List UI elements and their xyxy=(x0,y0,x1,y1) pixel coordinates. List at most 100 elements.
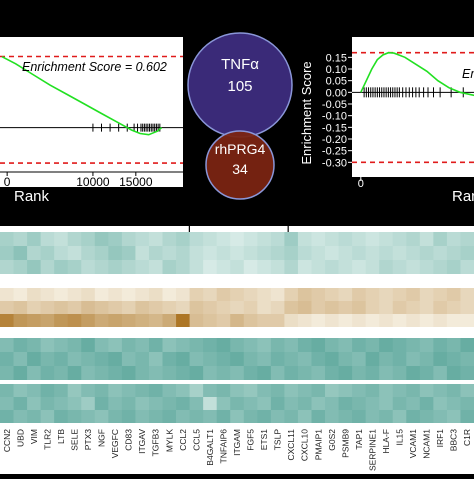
heatmap-cell-b3-r1-c2 xyxy=(27,397,42,410)
heatmap-cell-b1-r2-c20 xyxy=(270,314,285,327)
heatmap-cell-b1-r0-c17 xyxy=(230,288,245,301)
heatmap-gene-label-31: NCAM1 xyxy=(422,429,432,459)
gsea-right-panel: Enrichment Score 0.15 0.10 0.05 0.00 -0.05 -0.… xyxy=(297,37,474,187)
gsea-left-curve xyxy=(1,55,163,136)
heatmap-cell-b1-r1-c22 xyxy=(297,301,312,314)
heatmap-cell-b2-r2-c27 xyxy=(365,366,380,380)
heatmap-cell-b2-r0-c26 xyxy=(352,338,367,352)
heatmap-cell-b1-r0-c22 xyxy=(297,288,312,301)
heatmap-cell-b2-r0-c5 xyxy=(67,338,82,352)
heatmap-cell-b0-r0-c29 xyxy=(392,232,407,246)
heatmap-cell-b2-r0-c27 xyxy=(365,338,380,352)
heatmap-cell-b3-r1-c7 xyxy=(94,397,109,410)
heatmap-cell-b3-r0-c9 xyxy=(121,384,136,397)
heatmap-cell-b2-r1-c20 xyxy=(270,352,285,366)
heatmap-cell-b2-r0-c9 xyxy=(121,338,136,352)
heatmap-cell-b0-r1-c29 xyxy=(392,246,407,260)
heatmap-cell-b0-r0-c2 xyxy=(27,232,42,246)
heatmap-cell-b0-r2-c7 xyxy=(94,260,109,274)
heatmap-cell-b1-r0-c28 xyxy=(379,288,394,301)
heatmap-cell-b3-r2-c16 xyxy=(216,410,231,423)
venn-circle-rhprg4 xyxy=(205,130,275,200)
heatmap-cell-b3-r1-c9 xyxy=(121,397,136,410)
heatmap-cell-b1-r1-c33 xyxy=(446,301,461,314)
heatmap-gene-label-12: MYLK xyxy=(164,429,174,452)
heatmap-cell-b3-r2-c13 xyxy=(176,410,190,423)
heatmap-cell-b2-r1-c6 xyxy=(81,352,96,366)
heatmap-gene-label-20: TSLP xyxy=(273,429,283,451)
heatmap-cell-b3-r2-c27 xyxy=(365,410,380,423)
heatmap-cell-b1-r0-c13 xyxy=(176,288,190,301)
heatmap-gene-label-16: TNFAIP6 xyxy=(219,429,229,464)
heatmap-cell-b2-r2-c16 xyxy=(216,366,231,380)
heatmap-cell-b1-r0-c14 xyxy=(189,288,204,301)
heatmap-cell-b1-r0-c1 xyxy=(13,288,28,301)
heatmap-cell-b2-r0-c28 xyxy=(379,338,394,352)
heatmap-gene-label-28: HLA-F xyxy=(381,429,391,454)
heatmap-cell-b0-r1-c10 xyxy=(135,246,150,260)
heatmap-cell-b1-r1-c15 xyxy=(203,301,218,314)
heatmap-cell-b2-r1-c1 xyxy=(13,352,28,366)
heatmap-cell-b0-r1-c19 xyxy=(257,246,272,260)
heatmap-cell-b3-r1-c28 xyxy=(379,397,394,410)
heatmap-cell-b3-r2-c22 xyxy=(297,410,312,423)
heatmap-cell-b0-r0-c4 xyxy=(54,232,69,246)
heatmap-cell-b3-r0-c23 xyxy=(311,384,326,397)
heatmap-cell-b3-r2-c32 xyxy=(433,410,448,423)
heatmap-cell-b3-r0-c5 xyxy=(67,384,82,397)
heatmap-cell-b1-r0-c7 xyxy=(94,288,109,301)
heatmap-cell-b3-r1-c32 xyxy=(433,397,448,410)
heatmap-cell-b3-r2-c20 xyxy=(270,410,285,423)
heatmap-cell-b3-r0-c27 xyxy=(365,384,380,397)
heatmap-cell-b2-r1-c0 xyxy=(0,352,14,366)
heatmap-cell-b0-r0-c33 xyxy=(446,232,461,246)
heatmap-cell-b2-r1-c3 xyxy=(40,352,55,366)
heatmap-cell-b2-r2-c25 xyxy=(338,366,353,380)
heatmap-cell-b0-r1-c13 xyxy=(176,246,190,260)
heatmap-cell-b3-r2-c34 xyxy=(460,410,474,423)
heatmap-cell-b0-r2-c0 xyxy=(0,260,14,274)
heatmap-cell-b1-r1-c16 xyxy=(216,301,231,314)
heatmap-cell-b0-r2-c2 xyxy=(27,260,42,274)
heatmap-cell-b3-r1-c5 xyxy=(67,397,82,410)
heatmap-gene-label-29: IL15 xyxy=(395,429,405,446)
heatmap-cell-b1-r0-c5 xyxy=(67,288,82,301)
heatmap-cell-b0-r2-c22 xyxy=(297,260,312,274)
heatmap-cell-b3-r1-c3 xyxy=(40,397,55,410)
heatmap-cell-b2-r1-c10 xyxy=(135,352,150,366)
heatmap-cell-b0-r0-c16 xyxy=(216,232,231,246)
heatmap-cell-b2-r2-c23 xyxy=(311,366,326,380)
heatmap-gene-label-24: G0S2 xyxy=(327,429,337,451)
heatmap-cell-b0-r2-c1 xyxy=(13,260,28,274)
heatmap-cell-b2-r2-c21 xyxy=(284,366,299,380)
heatmap-cell-b1-r1-c10 xyxy=(135,301,150,314)
heatmap-cell-b2-r2-c17 xyxy=(230,366,245,380)
heatmap-cell-b3-r1-c13 xyxy=(176,397,190,410)
heatmap-cell-b3-r2-c28 xyxy=(379,410,394,423)
heatmap-cell-b1-r2-c13 xyxy=(176,314,190,327)
heatmap-cell-b2-r2-c34 xyxy=(460,366,474,380)
gsea-right-ytick-label-9: -0.30 xyxy=(322,157,347,169)
heatmap-cell-b3-r0-c6 xyxy=(81,384,96,397)
heatmap-cell-b0-r0-c26 xyxy=(352,232,367,246)
heatmap-cell-b3-r0-c22 xyxy=(297,384,312,397)
heatmap-cell-b3-r1-c22 xyxy=(297,397,312,410)
heatmap-cell-b1-r2-c2 xyxy=(27,314,42,327)
heatmap-cell-b3-r1-c23 xyxy=(311,397,326,410)
heatmap-cell-b0-r0-c21 xyxy=(284,232,299,246)
heatmap-cell-b0-r1-c22 xyxy=(297,246,312,260)
heatmap-cell-b2-r2-c18 xyxy=(243,366,258,380)
heatmap-cell-b3-r0-c30 xyxy=(406,384,421,397)
heatmap-cell-b1-r1-c27 xyxy=(365,301,380,314)
heatmap-cell-b0-r1-c1 xyxy=(13,246,28,260)
heatmap-cell-b2-r2-c1 xyxy=(13,366,28,380)
heatmap-cell-b1-r2-c18 xyxy=(243,314,258,327)
heatmap-cell-b1-r2-c19 xyxy=(257,314,272,327)
heatmap-cell-b0-r1-c24 xyxy=(325,246,339,260)
heatmap-cell-b0-r2-c10 xyxy=(135,260,150,274)
heatmap-cell-b0-r1-c16 xyxy=(216,246,231,260)
heatmap-cell-b1-r1-c8 xyxy=(108,301,123,314)
heatmap-cell-b3-r2-c29 xyxy=(392,410,407,423)
heatmap-cell-b3-r0-c17 xyxy=(230,384,245,397)
heatmap-cell-b0-r2-c24 xyxy=(325,260,339,274)
